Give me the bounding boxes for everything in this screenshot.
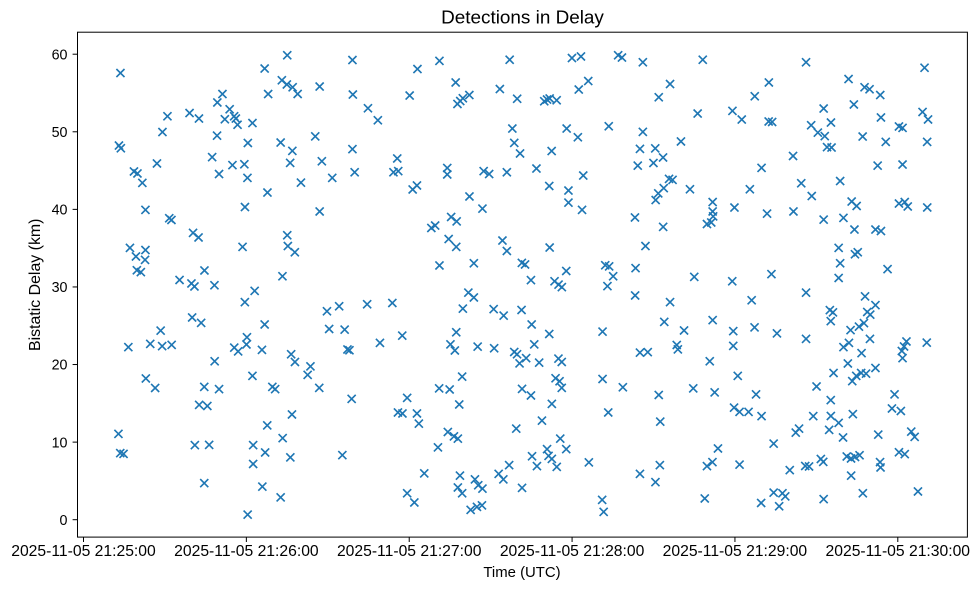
svg-text:50: 50 <box>52 125 68 141</box>
svg-text:0: 0 <box>60 513 68 529</box>
svg-text:30: 30 <box>52 280 68 296</box>
svg-text:2025-11-05 21:30:00: 2025-11-05 21:30:00 <box>826 543 971 560</box>
svg-text:2025-11-05 21:26:00: 2025-11-05 21:26:00 <box>174 543 319 560</box>
svg-text:10: 10 <box>52 435 68 451</box>
svg-text:2025-11-05 21:25:00: 2025-11-05 21:25:00 <box>11 543 156 560</box>
svg-text:2025-11-05 21:28:00: 2025-11-05 21:28:00 <box>500 543 645 560</box>
svg-text:Detections in Delay: Detections in Delay <box>441 8 604 29</box>
svg-text:2025-11-05 21:27:00: 2025-11-05 21:27:00 <box>337 543 482 560</box>
svg-text:20: 20 <box>52 358 68 374</box>
svg-text:2025-11-05 21:29:00: 2025-11-05 21:29:00 <box>663 543 808 560</box>
svg-text:Bistatic Delay (km): Bistatic Delay (km) <box>27 219 44 351</box>
svg-text:40: 40 <box>52 203 68 219</box>
svg-text:60: 60 <box>52 47 68 63</box>
svg-text:Time (UTC): Time (UTC) <box>483 565 560 581</box>
